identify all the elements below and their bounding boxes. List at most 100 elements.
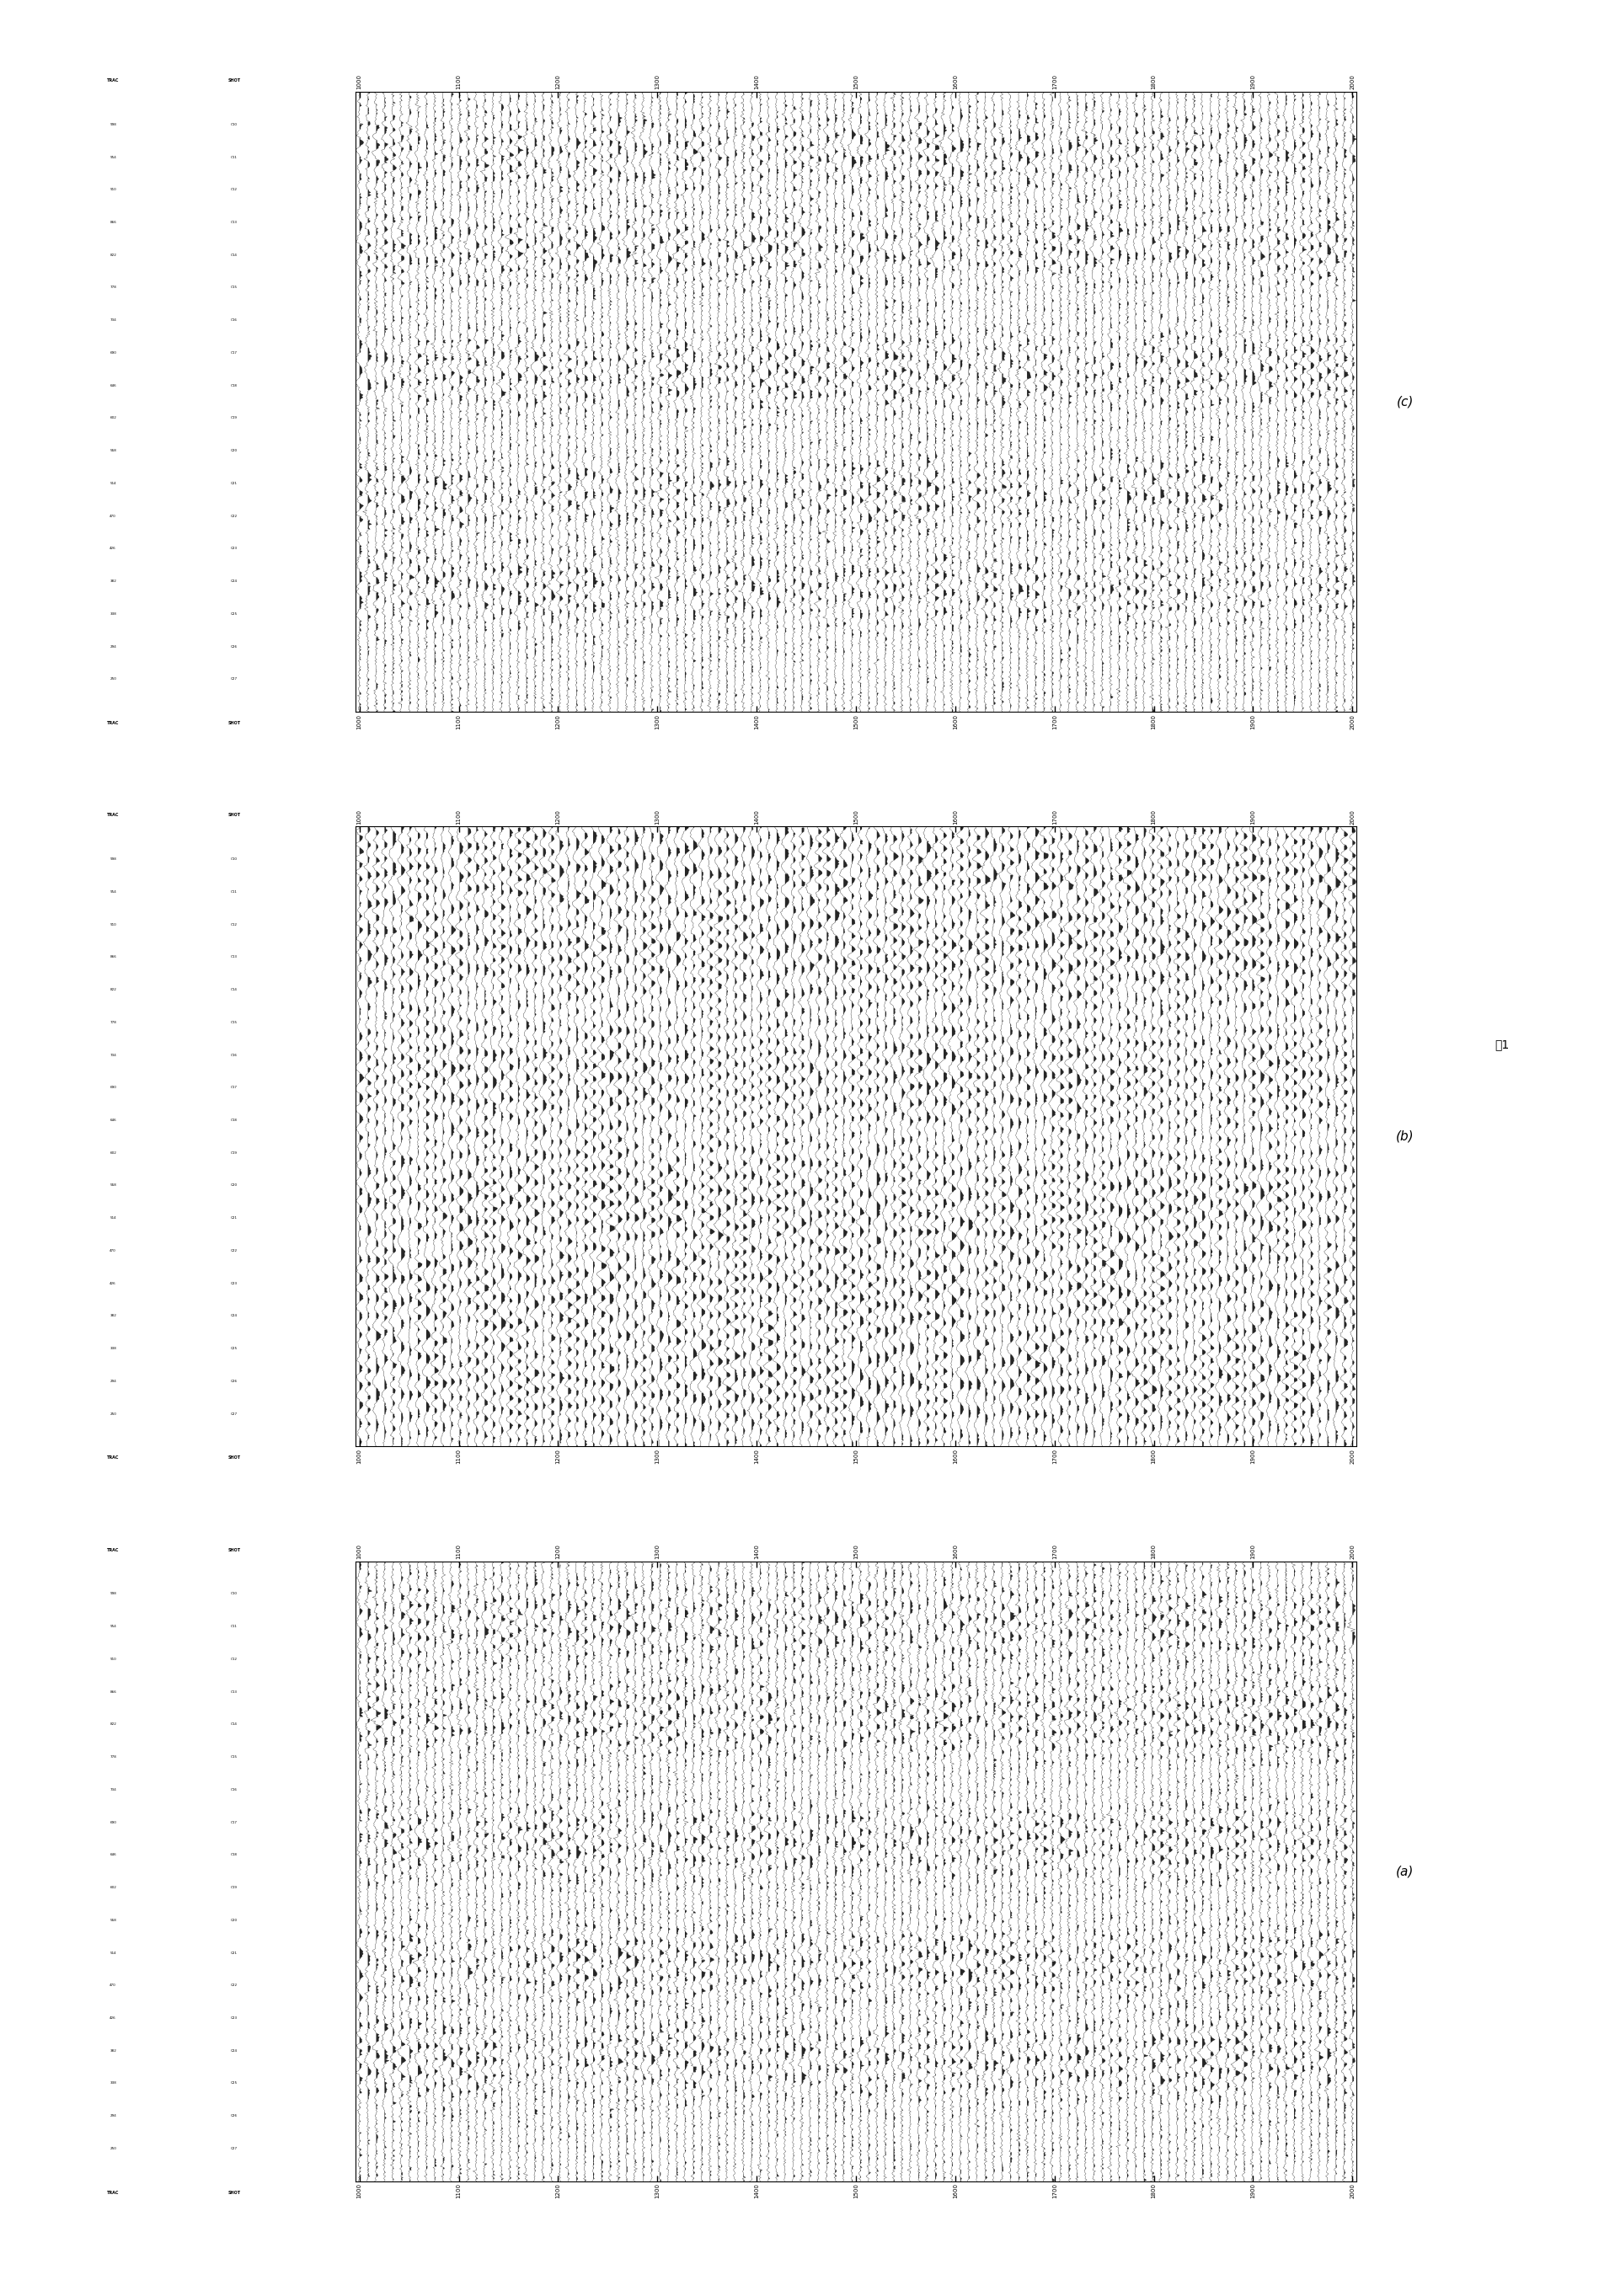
Text: C25: C25	[231, 1348, 237, 1350]
Text: SHOT: SHOT	[228, 2190, 241, 2195]
Text: 954: 954	[110, 891, 116, 893]
Text: C14: C14	[231, 253, 237, 257]
Text: C19: C19	[231, 1885, 237, 1890]
Text: C19: C19	[231, 416, 237, 420]
Text: 558: 558	[110, 450, 116, 452]
Text: 734: 734	[110, 1789, 116, 1791]
Text: SHOT: SHOT	[228, 1456, 241, 1460]
Text: C14: C14	[231, 987, 237, 992]
Text: 910: 910	[110, 1658, 116, 1660]
Text: C17: C17	[231, 351, 237, 354]
Text: C14: C14	[231, 1722, 237, 1727]
Text: C16: C16	[231, 1054, 237, 1056]
Text: 294: 294	[110, 645, 116, 647]
Text: 426: 426	[110, 546, 116, 551]
Text: 426: 426	[110, 1281, 116, 1286]
Text: C24: C24	[231, 1313, 237, 1318]
Text: C18: C18	[231, 1118, 237, 1123]
Text: C23: C23	[231, 2016, 237, 2020]
Text: 558: 558	[110, 1919, 116, 1922]
Text: C27: C27	[231, 1412, 237, 1417]
Text: 602: 602	[110, 1885, 116, 1890]
Text: 602: 602	[110, 416, 116, 420]
Text: C24: C24	[231, 2048, 237, 2053]
Text: C23: C23	[231, 546, 237, 551]
Text: 646: 646	[110, 383, 116, 388]
Text: 426: 426	[110, 2016, 116, 2020]
Text: 998: 998	[110, 1591, 116, 1596]
Text: 910: 910	[110, 188, 116, 191]
Text: C13: C13	[231, 955, 237, 960]
Text: 822: 822	[110, 253, 116, 257]
Text: C12: C12	[231, 923, 237, 925]
Text: 778: 778	[110, 287, 116, 289]
Text: C11: C11	[231, 156, 237, 158]
Text: 470: 470	[110, 1984, 116, 1986]
Text: (c): (c)	[1397, 395, 1413, 409]
Text: 294: 294	[110, 2115, 116, 2117]
Text: C10: C10	[231, 122, 237, 126]
Text: 910: 910	[110, 923, 116, 925]
Text: C21: C21	[231, 482, 237, 484]
Text: 514: 514	[110, 1952, 116, 1954]
Text: C13: C13	[231, 1690, 237, 1694]
Text: C12: C12	[231, 188, 237, 191]
Text: 294: 294	[110, 1380, 116, 1382]
Text: 734: 734	[110, 319, 116, 321]
Text: C20: C20	[231, 1919, 237, 1922]
Text: SHOT: SHOT	[228, 721, 241, 726]
Text: 602: 602	[110, 1150, 116, 1155]
Text: 470: 470	[110, 514, 116, 517]
Text: C15: C15	[231, 1022, 237, 1024]
Text: 954: 954	[110, 1626, 116, 1628]
Text: C10: C10	[231, 1591, 237, 1596]
Text: C23: C23	[231, 1281, 237, 1286]
Text: TRAC: TRAC	[107, 78, 120, 83]
Text: C10: C10	[231, 856, 237, 861]
Text: 图1: 图1	[1495, 1038, 1508, 1052]
Text: C15: C15	[231, 287, 237, 289]
Text: TRAC: TRAC	[107, 2190, 120, 2195]
Text: 382: 382	[110, 1313, 116, 1318]
Text: C15: C15	[231, 1756, 237, 1759]
Text: 514: 514	[110, 482, 116, 484]
Text: C26: C26	[231, 1380, 237, 1382]
Text: 954: 954	[110, 156, 116, 158]
Text: 382: 382	[110, 2048, 116, 2053]
Text: 866: 866	[110, 955, 116, 960]
Text: 514: 514	[110, 1217, 116, 1219]
Text: TRAC: TRAC	[107, 1548, 120, 1552]
Text: C11: C11	[231, 1626, 237, 1628]
Text: C12: C12	[231, 1658, 237, 1660]
Text: C17: C17	[231, 1821, 237, 1823]
Text: SHOT: SHOT	[228, 78, 241, 83]
Text: 338: 338	[110, 1348, 116, 1350]
Text: 734: 734	[110, 1054, 116, 1056]
Text: 646: 646	[110, 1853, 116, 1857]
Text: 690: 690	[110, 1821, 116, 1823]
Text: C19: C19	[231, 1150, 237, 1155]
Text: C22: C22	[231, 1249, 237, 1251]
Text: C13: C13	[231, 220, 237, 225]
Text: SHOT: SHOT	[228, 1548, 241, 1552]
Text: C20: C20	[231, 1185, 237, 1187]
Text: 338: 338	[110, 2082, 116, 2085]
Text: C17: C17	[231, 1086, 237, 1088]
Text: 866: 866	[110, 220, 116, 225]
Text: C27: C27	[231, 2147, 237, 2151]
Text: 778: 778	[110, 1756, 116, 1759]
Text: C27: C27	[231, 677, 237, 682]
Text: C18: C18	[231, 1853, 237, 1857]
Text: SHOT: SHOT	[228, 813, 241, 817]
Text: TRAC: TRAC	[107, 721, 120, 726]
Text: 250: 250	[110, 677, 116, 682]
Text: C18: C18	[231, 383, 237, 388]
Text: C20: C20	[231, 450, 237, 452]
Text: 778: 778	[110, 1022, 116, 1024]
Text: C21: C21	[231, 1217, 237, 1219]
Text: 822: 822	[110, 1722, 116, 1727]
Text: TRAC: TRAC	[107, 813, 120, 817]
Text: 998: 998	[110, 122, 116, 126]
Text: C21: C21	[231, 1952, 237, 1954]
Text: C26: C26	[231, 2115, 237, 2117]
